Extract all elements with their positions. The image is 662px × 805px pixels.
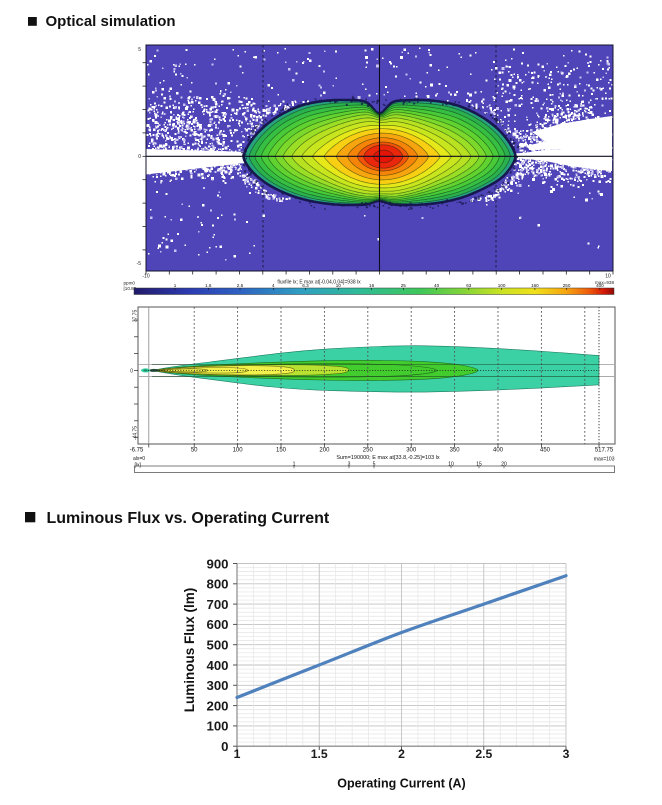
svg-text:400: 400 [596, 283, 604, 288]
svg-text:1.6: 1.6 [205, 283, 212, 288]
svg-text:150: 150 [276, 448, 287, 454]
svg-text:300: 300 [406, 448, 417, 454]
svg-text:350: 350 [450, 448, 461, 454]
svg-text:0: 0 [221, 739, 228, 754]
svg-text:2: 2 [398, 747, 405, 761]
svg-text:ppm0: ppm0 [124, 281, 136, 286]
svg-text:16: 16 [369, 283, 375, 288]
svg-text:6.3: 6.3 [302, 283, 309, 288]
svg-text:max=103: max=103 [594, 456, 615, 462]
svg-text:160: 160 [531, 283, 539, 288]
svg-text:500: 500 [206, 638, 228, 653]
svg-text:300: 300 [206, 678, 228, 693]
svg-text:2.5: 2.5 [475, 747, 492, 761]
svg-text:517.75: 517.75 [595, 448, 614, 454]
svg-text:400: 400 [493, 448, 504, 454]
svg-text:-10: -10 [142, 274, 149, 280]
svg-text:Optical simulation: Optical simulation [46, 13, 176, 30]
svg-text:4: 4 [272, 283, 275, 288]
svg-text:100: 100 [233, 448, 244, 454]
svg-text:max=938: max=938 [595, 280, 614, 285]
svg-text:200: 200 [206, 698, 228, 713]
svg-text:600: 600 [206, 617, 228, 632]
svg-text:40: 40 [434, 283, 440, 288]
svg-text:3: 3 [348, 461, 351, 467]
svg-text:63: 63 [466, 283, 472, 288]
svg-text:Luminous Flux vs. Operating Cu: Luminous Flux vs. Operating Current [47, 510, 330, 527]
svg-text:-6.75: -6.75 [130, 448, 144, 454]
svg-text:100: 100 [498, 283, 506, 288]
svg-text:1: 1 [234, 747, 241, 761]
svg-text:0: 0 [138, 154, 141, 160]
svg-text:200: 200 [319, 448, 330, 454]
svg-text:-5: -5 [137, 261, 142, 267]
svg-text:Operating Current (A): Operating Current (A) [337, 777, 465, 791]
svg-text:400: 400 [206, 658, 228, 673]
svg-text:250: 250 [563, 283, 571, 288]
svg-text:2.5: 2.5 [237, 283, 244, 288]
svg-text:1: 1 [174, 283, 177, 288]
svg-text:37.75: 37.75 [133, 310, 139, 323]
svg-text:5: 5 [373, 461, 376, 467]
svg-text:100: 100 [206, 719, 228, 734]
svg-text:15: 15 [476, 461, 482, 467]
svg-text:-44.75: -44.75 [133, 426, 139, 440]
svg-text:900: 900 [206, 556, 228, 571]
svg-text:20: 20 [501, 461, 507, 467]
svg-text:800: 800 [206, 577, 228, 592]
svg-text:10: 10 [605, 274, 611, 280]
svg-text:alx=0: alx=0 [133, 456, 145, 462]
svg-text:Luminous Flux (lm): Luminous Flux (lm) [182, 588, 197, 713]
svg-text:0: 0 [130, 368, 133, 374]
svg-text:50: 50 [191, 448, 198, 454]
svg-text:1: 1 [293, 461, 296, 467]
svg-text:Sum=190000; E max at[33.8,-0.2: Sum=190000; E max at[33.8,-0.25]=103 lx [336, 455, 440, 461]
svg-text:fluxfile lx; E max at[-0.04,0.: fluxfile lx; E max at[-0.04,0.04]=938 lx [277, 280, 361, 286]
svg-text:700: 700 [206, 597, 228, 612]
svg-text:[lx]: [lx] [135, 462, 142, 468]
svg-text:10: 10 [448, 461, 454, 467]
svg-text:3: 3 [563, 747, 570, 761]
svg-text:25: 25 [401, 283, 407, 288]
svg-text:250: 250 [363, 448, 374, 454]
svg-text:[10.85: [10.85 [124, 286, 137, 291]
svg-text:1.5: 1.5 [311, 747, 328, 761]
svg-text:450: 450 [540, 448, 551, 454]
svg-text:5: 5 [138, 47, 141, 53]
svg-text:10: 10 [336, 283, 342, 288]
